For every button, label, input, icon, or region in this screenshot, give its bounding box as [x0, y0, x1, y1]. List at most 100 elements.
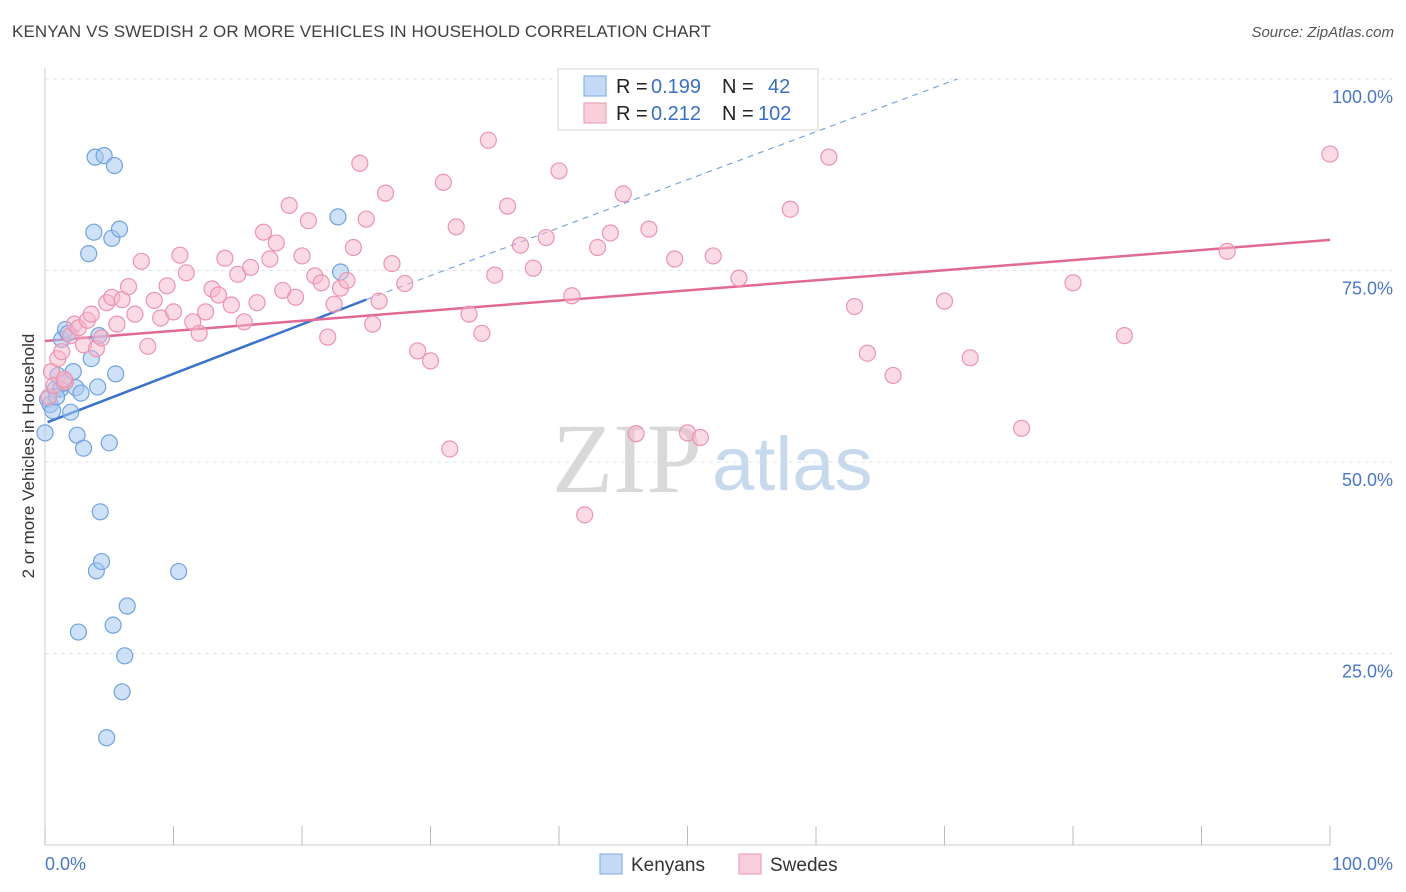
swede-point [293, 247, 311, 265]
axes [44, 68, 1331, 846]
swede-point [730, 269, 748, 287]
swede-point [132, 252, 150, 270]
bottom-legend-label-swedes: Swedes [770, 855, 838, 876]
kenyan-point [118, 597, 136, 615]
swede-point [588, 238, 607, 257]
kenyan-point [100, 434, 118, 452]
kenyan-point [95, 147, 113, 165]
legend-r-label: R = [616, 76, 648, 98]
swede-point [248, 294, 266, 312]
kenyan-point [91, 503, 109, 521]
kenyan-point [89, 378, 107, 396]
swede-point [319, 328, 337, 346]
swede-point [370, 292, 388, 310]
kenyan-point [72, 384, 90, 402]
legend-n-value: 102 [758, 103, 791, 125]
legend-swatch-kenyans [583, 75, 607, 97]
swede-point [376, 184, 395, 202]
kenyan-point [74, 439, 93, 457]
legend-n-label: N = [722, 76, 754, 98]
bottom-legend: Kenyans Swedes [599, 853, 838, 876]
swede-point [158, 277, 176, 295]
swede-point [884, 366, 902, 385]
watermark-atlas: atlas [712, 422, 873, 507]
swede-point [280, 196, 298, 214]
swede-point [235, 313, 253, 331]
swede-point [858, 344, 877, 362]
trend-lines [44, 78, 1331, 424]
swede-point [126, 305, 144, 323]
kenyan-point [36, 424, 54, 442]
swede-point [312, 274, 330, 292]
watermark: ZIP atlas [552, 403, 873, 514]
swede-point [254, 223, 273, 241]
y-tick-label: 75.0% [1342, 279, 1393, 299]
swede-point [704, 247, 722, 265]
kenyan-point [105, 156, 123, 175]
swede-point [576, 506, 594, 524]
swede-point [447, 218, 465, 236]
swede-point [486, 266, 504, 284]
y-tick-label: 50.0% [1342, 470, 1393, 490]
bottom-legend-swatch-kenyans [599, 853, 623, 875]
x-tick-label: 0.0% [45, 854, 86, 874]
swede-point [421, 352, 440, 370]
kenyan-point [170, 562, 188, 581]
swede-point [177, 264, 195, 282]
swede-point [267, 234, 285, 252]
kenyan-point [69, 623, 88, 641]
kenyan-point [110, 220, 129, 238]
swede-point [460, 305, 478, 323]
legend-r-value: 0.199 [651, 76, 701, 98]
kenyan-point [62, 403, 80, 421]
grid-lines [45, 78, 1392, 654]
watermark-zip: ZIP [552, 403, 702, 514]
swede-point [537, 228, 555, 247]
swede-point [601, 224, 620, 242]
swede-point [441, 440, 459, 458]
swede-point [666, 250, 684, 268]
swede-point [242, 258, 260, 277]
legend-swatch-swedes [583, 102, 607, 124]
legend-n-value: 42 [768, 76, 790, 98]
swede-point [1012, 419, 1031, 437]
legend-r-value: 0.212 [651, 103, 701, 125]
tick-labels: 25.0% 50.0% 75.0% 100.0% 0.0% 100.0% [45, 87, 1393, 874]
swede-point [640, 220, 658, 238]
y-axis-label: 2 or more Vehicles in Household [19, 334, 38, 579]
kenyan-point [98, 729, 116, 747]
kenyan-point [85, 223, 103, 241]
swede-point [92, 329, 111, 347]
x-tick-label: 100.0% [1332, 854, 1393, 874]
swede-point [171, 246, 189, 264]
swede-point [164, 303, 183, 321]
chart-title: KENYAN VS SWEDISH 2 OR MORE VEHICLES IN … [12, 22, 712, 41]
swede-point [1115, 327, 1134, 345]
kenyan-point [80, 245, 98, 263]
swede-point [286, 288, 305, 306]
swede-point [499, 197, 517, 215]
kenyan-point [113, 683, 131, 701]
swede-point [524, 259, 542, 277]
y-tick-label: 100.0% [1332, 87, 1393, 107]
legend-box: R = 0.199 N = 42 R = 0.212 N = 102 [557, 68, 819, 131]
y-tick-label: 25.0% [1342, 662, 1393, 682]
swede-point [55, 370, 73, 388]
swede-point [364, 315, 382, 333]
source-credit: Source: ZipAtlas.com [1251, 24, 1394, 41]
swede-point [190, 324, 208, 342]
swede-point [261, 250, 279, 268]
swede-point [550, 162, 568, 180]
kenyan-point [116, 647, 134, 665]
swede-point [145, 291, 163, 309]
swede-point [325, 295, 343, 313]
kenyan-point [107, 365, 125, 383]
legend-n-label: N = [722, 103, 754, 125]
swede-point [511, 236, 530, 254]
swede-point [344, 238, 362, 257]
swede-point [1321, 145, 1339, 163]
swede-point [614, 185, 632, 203]
swede-point [53, 343, 71, 361]
swede-point [108, 315, 126, 333]
